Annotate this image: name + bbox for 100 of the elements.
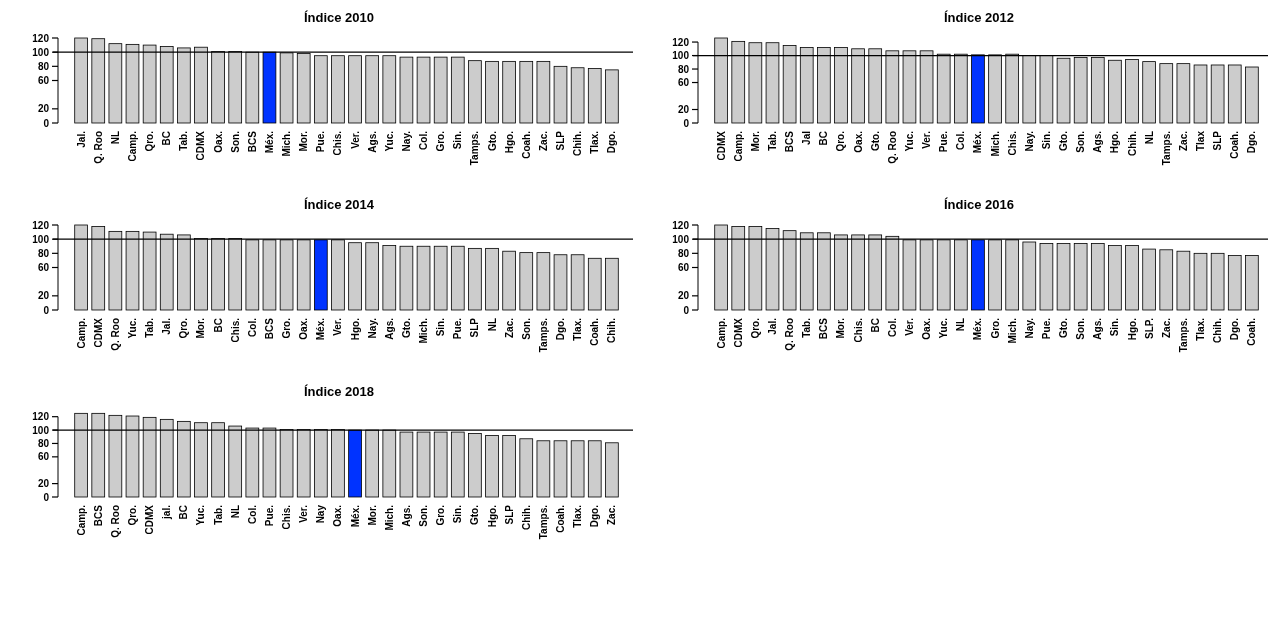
x-tick-label: Q. Roo: [886, 131, 898, 164]
x-tick-label: Zac.: [1160, 317, 1172, 339]
x-tick-label: Dgo.: [1229, 317, 1241, 341]
x-tick-label: Mich.: [418, 317, 430, 344]
x-tick-label: Chih.: [572, 130, 584, 156]
x-tick-label: Mor.: [835, 317, 847, 339]
x-tick-label: Hgo.: [1126, 317, 1138, 341]
x-tick-label: Son.: [1075, 317, 1087, 340]
x-tick-label: Qro.: [144, 130, 156, 152]
x-tick-label: Oax.: [212, 130, 224, 153]
x-tick-label: Q. Roo: [109, 318, 121, 351]
x-tick-label: Gto.: [469, 504, 481, 525]
y-tick-label: 120: [672, 36, 690, 48]
x-tick-label: Son.: [229, 130, 241, 153]
x-tick-label: BCS: [92, 504, 104, 527]
x-tick-label: BC: [161, 131, 173, 146]
x-tick-label: NL: [109, 131, 121, 145]
x-tick-label: Coah.: [520, 130, 532, 159]
x-tick-label: Tamps.: [1160, 130, 1172, 166]
x-tick-label: Ver.: [921, 130, 933, 149]
x-tick-label: Sin.: [435, 317, 447, 337]
x-tick-label: Ver.: [903, 317, 915, 336]
x-tick-label: Qro.: [835, 130, 847, 152]
x-tick-label: Oax.: [332, 504, 344, 527]
x-tick-label: Ver.: [298, 504, 310, 523]
x-tick-label: Pue.: [315, 130, 327, 153]
x-tick-label: Camp.: [732, 130, 744, 162]
x-tick-label: Mich.: [383, 504, 395, 531]
y-tick-label: 60: [677, 262, 690, 273]
y-tick-label: 80: [677, 63, 690, 75]
y-tick-label: 20: [37, 290, 50, 302]
y-tick-label: 20: [677, 290, 690, 302]
x-tick-label: SLP: [469, 317, 481, 338]
x-tick-label: Nay.: [1023, 130, 1035, 152]
x-tick-label: BC: [818, 131, 830, 146]
x-tick-label: Camp.: [75, 317, 87, 349]
y-tick-label: 100: [32, 233, 50, 245]
x-tick-label: Pue.: [452, 317, 464, 340]
y-tick-label: 0: [43, 117, 50, 129]
y-tick-label: 0: [43, 491, 50, 503]
x-tick-label: Sin.: [452, 130, 464, 150]
x-tick-label: Camp.: [126, 130, 138, 162]
x-tick-label: Tlax.: [589, 130, 601, 154]
x-tick-label: Yuc.: [938, 317, 950, 339]
x-tick-label: Gto.: [1058, 317, 1070, 338]
x-tick-label: Nay.: [366, 317, 378, 339]
x-tick-label: Chih.: [606, 317, 618, 343]
x-tick-label: Mich.: [989, 130, 1001, 157]
x-tick-label: Nay.: [400, 130, 412, 152]
x-tick-label: Méx.: [972, 317, 984, 341]
x-tick-label: Camp.: [75, 504, 87, 536]
y-tick-label: 0: [683, 117, 690, 129]
x-tick-label: Hgo.: [486, 504, 498, 528]
x-tick-label: Chis.: [1006, 130, 1018, 156]
x-tick-label: Tamps.: [1177, 317, 1189, 353]
x-tick-label: Sin.: [1109, 317, 1121, 337]
x-tick-label: Tlax.: [572, 504, 584, 528]
x-tick-label: Gro.: [281, 317, 293, 339]
x-tick-label: Zac.: [537, 130, 549, 152]
x-tick-label: SLP: [503, 504, 515, 525]
x-tick-label: Dgo.: [589, 504, 601, 528]
y-tick-label: 100: [32, 46, 50, 58]
x-tick-label: Son.: [1075, 130, 1087, 153]
x-tick-label: Coah.: [1229, 130, 1241, 159]
x-tick-label: Qro.: [749, 317, 761, 339]
x-tick-label: Jal.: [75, 130, 87, 148]
x-tick-label: Tamps.: [537, 317, 549, 353]
x-tick-label: Gro.: [435, 504, 447, 526]
y-tick-label: 20: [37, 103, 50, 115]
x-tick-label: Tlax.: [572, 317, 584, 341]
x-tick-label: Tab.: [144, 317, 156, 338]
x-tick-label: Oax.: [852, 130, 864, 153]
x-tick-label: Col.: [955, 130, 967, 150]
x-tick-label: Pue.: [1040, 317, 1052, 340]
x-tick-label: Chis.: [852, 317, 864, 343]
x-tick-label: Méx.: [349, 504, 361, 528]
x-tick-label: BC: [178, 505, 190, 520]
x-tick-label: Pue.: [263, 504, 275, 527]
y-tick-label: 20: [677, 104, 690, 116]
x-tick-label: Gro.: [435, 130, 447, 152]
x-tick-label: Chih.: [520, 504, 532, 530]
x-tick-label: Zac.: [503, 317, 515, 339]
x-tick-label: BCS: [818, 317, 830, 340]
x-tick-label: Son.: [520, 317, 532, 340]
x-tick-label: Gro.: [989, 317, 1001, 339]
x-tick-label: Nay.: [1023, 317, 1035, 339]
x-tick-label: CDMX: [92, 317, 104, 348]
y-tick-label: 80: [37, 437, 50, 449]
x-tick-label: Ags.: [1092, 130, 1104, 153]
x-tick-label: Ags.: [383, 317, 395, 340]
x-tick-label: Sin.: [452, 504, 464, 524]
chart-title: Índice 2010: [303, 10, 375, 25]
x-tick-label: Tlax.: [1195, 317, 1207, 341]
x-tick-label: jal.: [161, 504, 173, 520]
x-tick-label: Tab.: [766, 130, 778, 151]
x-tick-label: Méx.: [315, 317, 327, 341]
x-tick-label: Ags.: [400, 504, 412, 527]
x-tick-label: Gto.: [486, 130, 498, 151]
x-tick-label: Chis.: [332, 130, 344, 156]
x-tick-label: Dgo.: [1246, 130, 1258, 154]
